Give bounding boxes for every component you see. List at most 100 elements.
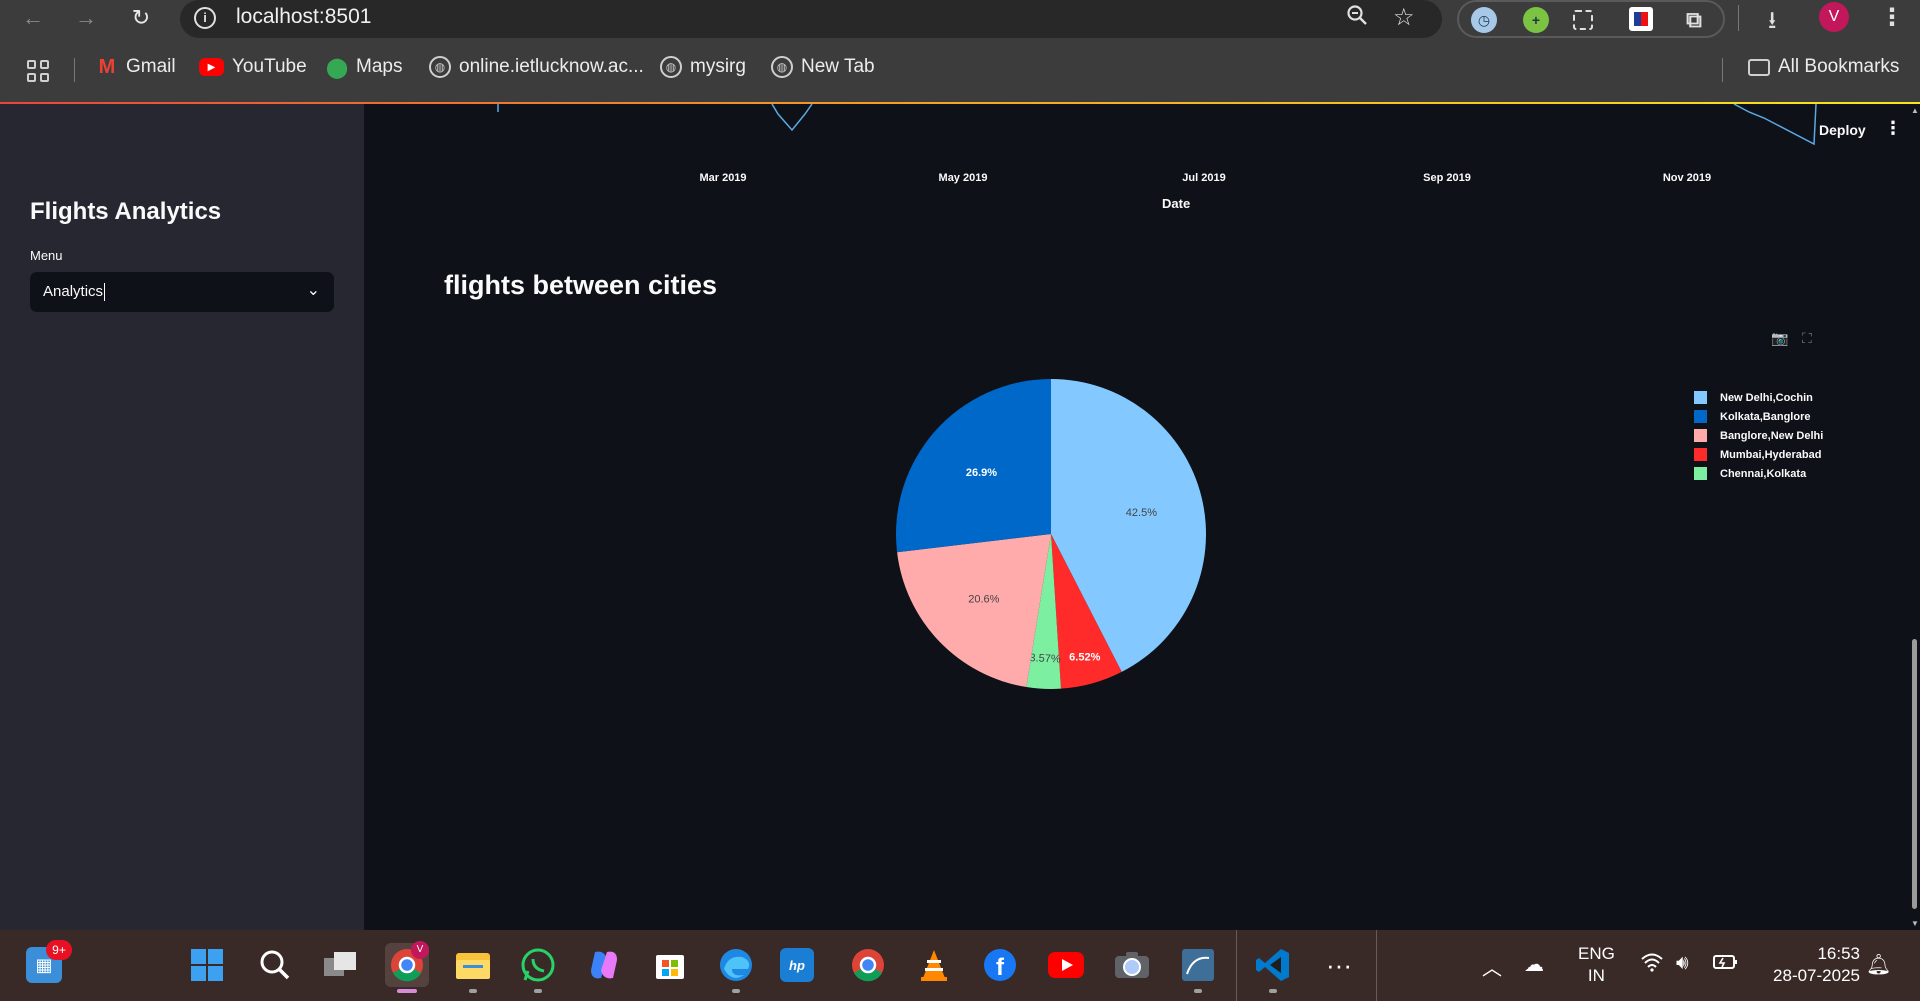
mysql-workbench-icon[interactable] xyxy=(1176,943,1220,987)
back-arrow-icon[interactable]: ← xyxy=(17,2,49,34)
bookmark-mysirg[interactable]: ◍ mysirg xyxy=(660,56,746,78)
bookmark-maps[interactable]: ⬤ Maps xyxy=(326,56,402,78)
vlc-icon[interactable] xyxy=(912,943,956,987)
folder-icon xyxy=(1748,59,1770,76)
bookmarks-bar: M Gmail ▶ YouTube ⬤ Maps ◍ online.ietluc… xyxy=(0,52,1920,88)
bookmark-star-icon[interactable]: ☆ xyxy=(1393,3,1415,32)
copilot-icon[interactable] xyxy=(582,943,626,987)
chart-legend: New Delhi,Cochin Kolkata,Banglore Banglore… xyxy=(1694,388,1823,483)
chrome-taskbar-icon[interactable]: V xyxy=(385,943,429,987)
battery-icon[interactable] xyxy=(1712,952,1738,976)
chevron-up-icon[interactable]: ︿ xyxy=(1482,952,1502,981)
myhp-icon[interactable]: hp xyxy=(780,948,814,982)
wifi-icon[interactable] xyxy=(1640,952,1664,978)
zoom-icon[interactable] xyxy=(1345,3,1369,34)
legend-label: Chennai,Kolkata xyxy=(1720,468,1806,480)
main-content: Mar 2019 May 2019 Jul 2019 Sep 2019 Nov … xyxy=(364,104,1920,930)
bookmark-label: mysirg xyxy=(690,56,746,78)
profile-avatar[interactable]: V xyxy=(1819,2,1849,32)
scroll-up-arrow-icon[interactable]: ▲ xyxy=(1911,106,1919,115)
language-indicator[interactable]: ENG IN xyxy=(1578,943,1615,987)
maps-pin-icon: ⬤ xyxy=(326,56,348,78)
task-view-icon[interactable] xyxy=(318,943,362,987)
page-scrollbar[interactable]: ▲ ▼ xyxy=(1909,104,1920,930)
system-clock[interactable]: 16:53 28-07-2025 xyxy=(1760,943,1860,987)
whatsapp-icon[interactable] xyxy=(516,943,560,987)
pie-slice-label: 42.5% xyxy=(1126,507,1157,519)
browser-toolbar: ← → ↻ i localhost:8501 ☆ ◷ + ⧉ ⭳ V ⋮ xyxy=(0,0,1920,36)
pie-slice-label: 26.9% xyxy=(966,467,997,479)
bookmark-divider xyxy=(1722,58,1723,82)
legend-swatch xyxy=(1694,448,1707,461)
gmail-icon: M xyxy=(96,56,118,78)
notification-badge: 9+ xyxy=(46,940,72,960)
url-text[interactable]: localhost:8501 xyxy=(236,5,371,29)
browser-menu-icon[interactable]: ⋮ xyxy=(1880,3,1904,32)
edge-icon[interactable] xyxy=(714,943,758,987)
more-apps-icon[interactable]: ··· xyxy=(1317,943,1361,987)
bookmark-label: New Tab xyxy=(801,56,875,78)
chevron-down-icon[interactable]: ⌄ xyxy=(307,280,320,300)
scroll-down-arrow-icon[interactable]: ▼ xyxy=(1911,919,1919,928)
globe-icon: ◍ xyxy=(429,56,451,78)
bookmark-ietlucknow[interactable]: ◍ online.ietlucknow.ac... xyxy=(429,56,644,78)
youtube-app-icon[interactable] xyxy=(1044,943,1088,987)
pie-slice-label: 6.52% xyxy=(1069,652,1100,664)
legend-swatch xyxy=(1694,391,1707,404)
windows-taskbar: ▦ 9+ V hp f xyxy=(0,930,1920,1001)
file-explorer-icon[interactable] xyxy=(451,943,495,987)
windows-start-icon[interactable] xyxy=(185,943,229,987)
address-bar[interactable]: i localhost:8501 ☆ xyxy=(180,0,1442,38)
clock-time: 16:53 xyxy=(1760,943,1860,965)
extension-timer-icon[interactable]: ◷ xyxy=(1471,7,1497,33)
taskbar-divider xyxy=(1376,930,1377,1001)
microsoft-store-icon[interactable] xyxy=(648,943,692,987)
browser-chrome: ← → ↻ i localhost:8501 ☆ ◷ + ⧉ ⭳ V ⋮ M G… xyxy=(0,0,1920,103)
download-icon[interactable]: ⭳ xyxy=(1768,3,1776,44)
legend-item[interactable]: Mumbai,Hyderabad xyxy=(1694,445,1823,464)
forward-arrow-icon[interactable]: → xyxy=(70,2,102,34)
bookmark-gmail[interactable]: M Gmail xyxy=(96,56,176,78)
volume-icon[interactable]: 🔊︎ xyxy=(1676,952,1689,975)
all-bookmarks-label: All Bookmarks xyxy=(1778,56,1899,78)
extensions-puzzle-icon[interactable]: ⧉ xyxy=(1681,7,1707,33)
legend-item[interactable]: Kolkata,Banglore xyxy=(1694,407,1823,426)
globe-icon: ◍ xyxy=(660,56,682,78)
pie-chart: 42.5%6.52%3.57%20.6%26.9% xyxy=(364,104,1904,930)
legend-label: New Delhi,Cochin xyxy=(1720,392,1813,404)
extension-plus-icon[interactable]: + xyxy=(1523,7,1549,33)
pie-slice[interactable] xyxy=(897,534,1051,687)
site-info-icon[interactable]: i xyxy=(194,7,216,29)
camera-app-icon[interactable] xyxy=(1110,943,1154,987)
pie-slice-label: 3.57% xyxy=(1029,652,1061,665)
chrome-profile-icon[interactable] xyxy=(846,943,890,987)
youtube-icon: ▶ xyxy=(199,58,224,76)
onedrive-cloud-icon[interactable]: ☁ xyxy=(1524,952,1544,977)
menu-select[interactable]: Analytics ⌄ xyxy=(30,272,334,312)
all-bookmarks-button[interactable]: All Bookmarks xyxy=(1748,56,1899,78)
extensions-group: ◷ + ⧉ xyxy=(1457,0,1725,38)
legend-item[interactable]: Chennai,Kolkata xyxy=(1694,464,1823,483)
reload-icon[interactable]: ↻ xyxy=(125,2,157,34)
toolbar-divider xyxy=(1738,5,1739,31)
search-icon[interactable] xyxy=(253,943,297,987)
sidebar: Flights Analytics Menu Analytics ⌄ xyxy=(0,104,364,930)
notifications-bell-icon[interactable]: 🔔︎ xyxy=(1866,952,1891,977)
bookmark-youtube[interactable]: ▶ YouTube xyxy=(199,56,307,78)
legend-item[interactable]: New Delhi,Cochin xyxy=(1694,388,1823,407)
bookmark-label: Gmail xyxy=(126,56,176,78)
extension-capture-icon[interactable] xyxy=(1573,10,1593,30)
scrollbar-thumb[interactable] xyxy=(1912,639,1917,909)
vscode-icon[interactable] xyxy=(1251,943,1295,987)
pie-slice[interactable] xyxy=(896,379,1051,552)
bookmark-new-tab[interactable]: ◍ New Tab xyxy=(771,56,875,78)
bookmark-label: Maps xyxy=(356,56,402,78)
menu-select-value[interactable]: Analytics xyxy=(43,283,105,301)
region-code: IN xyxy=(1578,965,1615,987)
extension-flag-icon[interactable] xyxy=(1629,7,1653,31)
facebook-icon[interactable]: f xyxy=(978,943,1022,987)
legend-label: Mumbai,Hyderabad xyxy=(1720,449,1821,461)
taskbar-divider xyxy=(1236,930,1237,1001)
legend-item[interactable]: Banglore,New Delhi xyxy=(1694,426,1823,445)
clock-date: 28-07-2025 xyxy=(1760,965,1860,987)
